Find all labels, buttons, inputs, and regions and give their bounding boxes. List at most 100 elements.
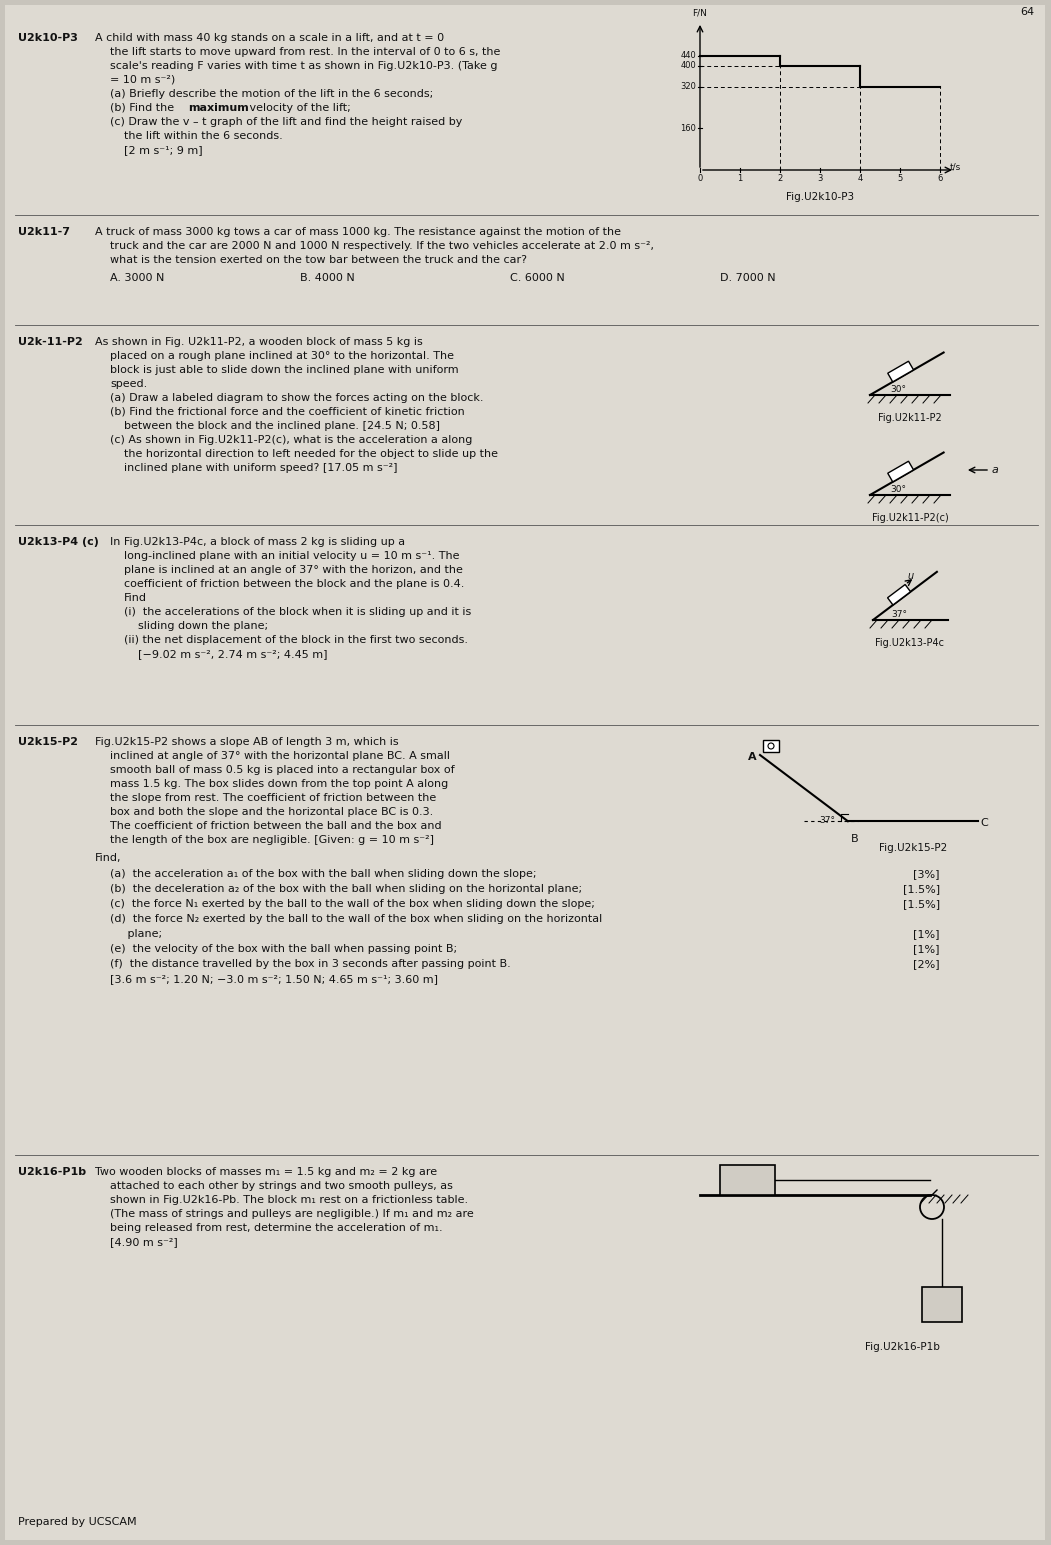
Text: u: u	[907, 570, 913, 581]
Text: U2k13-P4 (c): U2k13-P4 (c)	[18, 538, 99, 547]
Text: 37°: 37°	[819, 816, 834, 825]
Text: A: A	[748, 752, 757, 762]
Text: (a) Draw a labeled diagram to show the forces acting on the block.: (a) Draw a labeled diagram to show the f…	[110, 392, 483, 403]
Text: maximum: maximum	[188, 104, 249, 113]
Text: (e)  the velocity of the box with the ball when passing point B;: (e) the velocity of the box with the bal…	[110, 944, 457, 953]
Text: 4: 4	[858, 175, 863, 182]
Text: A truck of mass 3000 kg tows a car of mass 1000 kg. The resistance against the m: A truck of mass 3000 kg tows a car of ma…	[95, 227, 621, 236]
Text: 6: 6	[937, 175, 943, 182]
Text: inclined at angle of 37° with the horizontal plane BC. A small: inclined at angle of 37° with the horizo…	[110, 751, 450, 762]
Text: Prepared by UCSCAM: Prepared by UCSCAM	[18, 1517, 137, 1526]
Text: the horizontal direction to left needed for the object to slide up the: the horizontal direction to left needed …	[124, 450, 498, 459]
Text: t/s: t/s	[950, 162, 962, 171]
Polygon shape	[887, 584, 910, 606]
Text: (The mass of strings and pulleys are negligible.) If m₁ and m₂ are: (The mass of strings and pulleys are neg…	[110, 1210, 474, 1219]
Text: sliding down the plane;: sliding down the plane;	[138, 621, 268, 630]
Text: attached to each other by strings and two smooth pulleys, as: attached to each other by strings and tw…	[110, 1180, 453, 1191]
Text: [1%]: [1%]	[913, 929, 940, 939]
Text: the lift within the 6 seconds.: the lift within the 6 seconds.	[124, 131, 283, 141]
Text: the lift starts to move upward from rest. In the interval of 0 to 6 s, the: the lift starts to move upward from rest…	[110, 46, 500, 57]
Text: truck and the car are 2000 N and 1000 N respectively. If the two vehicles accele: truck and the car are 2000 N and 1000 N …	[110, 241, 654, 250]
Text: (c) As shown in Fig.U2k11-P2(c), what is the acceleration a along: (c) As shown in Fig.U2k11-P2(c), what is…	[110, 436, 472, 445]
Text: [4.90 m s⁻²]: [4.90 m s⁻²]	[110, 1238, 178, 1247]
Text: A child with mass 40 kg stands on a scale in a lift, and at t = 0: A child with mass 40 kg stands on a scal…	[95, 32, 445, 43]
Text: F/N: F/N	[693, 9, 707, 19]
Text: box and both the slope and the horizontal place BC is 0.3.: box and both the slope and the horizonta…	[110, 806, 433, 817]
Text: 2: 2	[778, 175, 783, 182]
Text: C. 6000 N: C. 6000 N	[510, 273, 564, 283]
Text: what is the tension exerted on the tow bar between the truck and the car?: what is the tension exerted on the tow b…	[110, 255, 527, 266]
Text: Fig.U2k15-P2 shows a slope AB of length 3 m, which is: Fig.U2k15-P2 shows a slope AB of length …	[95, 737, 398, 746]
Text: C: C	[981, 819, 989, 828]
Text: Fig.U2k16-P1b: Fig.U2k16-P1b	[865, 1343, 940, 1352]
Text: [1%]: [1%]	[913, 944, 940, 953]
Text: 400: 400	[680, 62, 696, 71]
Text: U2k15-P2: U2k15-P2	[18, 737, 78, 746]
Text: 30°: 30°	[890, 385, 906, 394]
Text: coefficient of friction between the block and the plane is 0.4.: coefficient of friction between the bloc…	[124, 579, 465, 589]
Text: In Fig.U2k13-P4c, a block of mass 2 kg is sliding up a: In Fig.U2k13-P4c, a block of mass 2 kg i…	[110, 538, 405, 547]
Text: Fig.U2k13-P4c: Fig.U2k13-P4c	[875, 638, 945, 647]
Text: (f)  the distance travelled by the box in 3 seconds after passing point B.: (f) the distance travelled by the box in…	[110, 959, 511, 969]
Text: plane;: plane;	[110, 929, 162, 939]
Text: 64: 64	[1021, 8, 1034, 17]
Bar	[763, 740, 779, 752]
Text: Find,: Find,	[95, 853, 122, 864]
Text: plane is inclined at an angle of 37° with the horizon, and the: plane is inclined at an angle of 37° wit…	[124, 565, 462, 575]
Text: smooth ball of mass 0.5 kg is placed into a rectangular box of: smooth ball of mass 0.5 kg is placed int…	[110, 765, 455, 776]
Text: B. 4000 N: B. 4000 N	[300, 273, 355, 283]
Text: long-inclined plane with an initial velocity u = 10 m s⁻¹. The: long-inclined plane with an initial velo…	[124, 552, 459, 561]
Text: a: a	[992, 465, 998, 474]
Text: D. 7000 N: D. 7000 N	[720, 273, 776, 283]
Text: (ii) the net displacement of the block in the first two seconds.: (ii) the net displacement of the block i…	[124, 635, 468, 644]
Text: (a) Briefly describe the motion of the lift in the 6 seconds;: (a) Briefly describe the motion of the l…	[110, 90, 433, 99]
Text: U2k11-7: U2k11-7	[18, 227, 70, 236]
Text: The coefficient of friction between the ball and the box and: The coefficient of friction between the …	[110, 820, 441, 831]
Text: (c)  the force N₁ exerted by the ball to the wall of the box when sliding down t: (c) the force N₁ exerted by the ball to …	[110, 899, 595, 908]
Text: (a)  the acceleration a₁ of the box with the ball when sliding down the slope;: (a) the acceleration a₁ of the box with …	[110, 868, 536, 879]
Text: shown in Fig.U2k16-Pb. The block m₁ rest on a frictionless table.: shown in Fig.U2k16-Pb. The block m₁ rest…	[110, 1194, 468, 1205]
Bar	[922, 1287, 962, 1323]
Text: scale's reading F varies with time t as shown in Fig.U2k10-P3. (Take g: scale's reading F varies with time t as …	[110, 60, 497, 71]
Text: [2 m s⁻¹; 9 m]: [2 m s⁻¹; 9 m]	[124, 145, 203, 154]
Text: 30°: 30°	[890, 485, 906, 494]
Text: As shown in Fig. U2k11-P2, a wooden block of mass 5 kg is: As shown in Fig. U2k11-P2, a wooden bloc…	[95, 337, 423, 348]
Text: U2k16-P1b: U2k16-P1b	[18, 1166, 86, 1177]
Text: placed on a rough plane inclined at 30° to the horizontal. The: placed on a rough plane inclined at 30° …	[110, 351, 454, 362]
Text: [2%]: [2%]	[913, 959, 940, 969]
Text: U2k10-P3: U2k10-P3	[18, 32, 78, 43]
Text: 5: 5	[898, 175, 903, 182]
Text: [3%]: [3%]	[913, 868, 940, 879]
Text: Fig.U2k15-P2: Fig.U2k15-P2	[879, 844, 947, 853]
Text: m₁: m₁	[739, 1174, 756, 1187]
Text: mass 1.5 kg. The box slides down from the top point A along: mass 1.5 kg. The box slides down from th…	[110, 779, 448, 789]
Text: 3: 3	[818, 175, 823, 182]
Polygon shape	[888, 462, 913, 482]
Text: 160: 160	[680, 124, 696, 133]
Circle shape	[768, 743, 774, 749]
Text: = 10 m s⁻²): = 10 m s⁻²)	[110, 76, 176, 85]
Text: 320: 320	[680, 82, 696, 91]
Text: the slope from rest. The coefficient of friction between the: the slope from rest. The coefficient of …	[110, 793, 436, 803]
FancyBboxPatch shape	[5, 5, 1045, 1540]
Text: [1.5%]: [1.5%]	[903, 899, 940, 908]
Text: speed.: speed.	[110, 379, 147, 389]
Text: Fig.U2k10-P3: Fig.U2k10-P3	[786, 192, 854, 202]
Text: (b) Find the frictional force and the coefficient of kinetic friction: (b) Find the frictional force and the co…	[110, 406, 465, 417]
Text: between the block and the inclined plane. [24.5 N; 0.58]: between the block and the inclined plane…	[124, 420, 440, 431]
Text: (c) Draw the v – t graph of the lift and find the height raised by: (c) Draw the v – t graph of the lift and…	[110, 117, 462, 127]
Text: Fig.U2k11-P2(c): Fig.U2k11-P2(c)	[871, 513, 948, 524]
Text: (b) Find the: (b) Find the	[110, 104, 178, 113]
Text: the length of the box are negligible. [Given: g = 10 m s⁻²]: the length of the box are negligible. [G…	[110, 834, 434, 845]
Polygon shape	[888, 362, 913, 382]
Text: Fig.U2k11-P2: Fig.U2k11-P2	[879, 413, 942, 423]
Text: A. 3000 N: A. 3000 N	[110, 273, 164, 283]
Text: [1.5%]: [1.5%]	[903, 884, 940, 895]
Text: Two wooden blocks of masses m₁ = 1.5 kg and m₂ = 2 kg are: Two wooden blocks of masses m₁ = 1.5 kg …	[95, 1166, 437, 1177]
Text: 37°: 37°	[891, 610, 907, 620]
Text: 1: 1	[738, 175, 743, 182]
Text: [3.6 m s⁻²; 1.20 N; −3.0 m s⁻²; 1.50 N; 4.65 m s⁻¹; 3.60 m]: [3.6 m s⁻²; 1.20 N; −3.0 m s⁻²; 1.50 N; …	[110, 973, 438, 984]
Text: 440: 440	[680, 51, 696, 60]
Bar	[720, 1165, 775, 1194]
Text: velocity of the lift;: velocity of the lift;	[246, 104, 351, 113]
